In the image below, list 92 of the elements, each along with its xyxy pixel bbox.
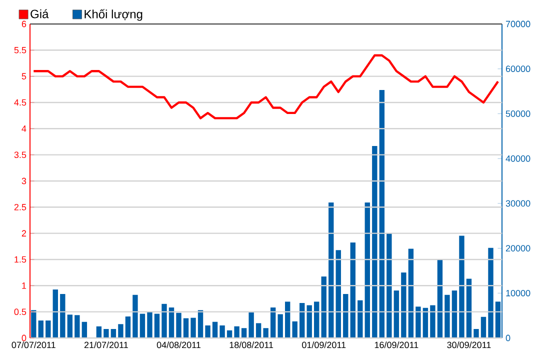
bar xyxy=(140,314,146,338)
bar xyxy=(205,325,210,338)
y-tick-label: 5 xyxy=(22,73,26,80)
y-tick-label: 6 xyxy=(22,20,26,28)
x-tick-label: 30/09/2011 xyxy=(447,342,491,348)
x-tick-label: 01/09/2011 xyxy=(302,342,346,348)
bar xyxy=(328,202,334,338)
bar xyxy=(147,312,152,338)
y-tick-label: 4 xyxy=(22,126,26,132)
bar xyxy=(67,314,73,338)
bar xyxy=(452,290,458,338)
bar xyxy=(248,312,254,338)
bar xyxy=(314,302,320,338)
y2-tick-label: 70000 xyxy=(506,20,530,28)
bar xyxy=(321,276,326,338)
bar xyxy=(336,250,341,338)
legend-label: Khối lượng xyxy=(84,9,142,21)
bar xyxy=(38,320,44,338)
bar xyxy=(306,305,312,338)
bar xyxy=(118,324,124,338)
bar xyxy=(183,318,189,338)
y2-tick-label: 30000 xyxy=(506,200,530,207)
bar xyxy=(364,202,370,338)
bar xyxy=(430,305,436,338)
x-tick-label: 21/07/2011 xyxy=(84,342,128,348)
bar xyxy=(31,310,36,338)
bar xyxy=(263,328,268,338)
y2-tick-label: 10000 xyxy=(506,290,530,296)
bar xyxy=(466,278,472,338)
x-tick-label: 16/09/2011 xyxy=(374,342,418,348)
bar xyxy=(480,316,486,338)
y2-tick-label: 50000 xyxy=(506,110,530,117)
bar xyxy=(96,326,102,338)
bar xyxy=(358,300,363,338)
bar xyxy=(190,318,196,338)
bar xyxy=(241,328,247,338)
bar xyxy=(74,315,80,338)
y2-tick-label: 0 xyxy=(506,334,510,342)
bar xyxy=(176,312,182,338)
y-tick-label: 2.5 xyxy=(14,204,26,210)
bar xyxy=(416,306,421,338)
bar xyxy=(278,314,283,338)
y-tick-label: 2 xyxy=(22,230,26,236)
bar xyxy=(372,146,378,338)
bar xyxy=(386,233,392,338)
bar xyxy=(459,236,464,338)
bar xyxy=(379,90,385,338)
y-tick-label: 1 xyxy=(22,282,26,289)
bar xyxy=(292,321,298,338)
bar xyxy=(132,294,138,338)
bar xyxy=(60,294,66,338)
bar xyxy=(350,242,356,338)
y2-tick-label: 40000 xyxy=(506,155,530,162)
bar xyxy=(300,303,305,338)
bar xyxy=(198,310,204,338)
y-tick-label: 0.5 xyxy=(14,308,26,316)
x-tick-label: 07/07/2011 xyxy=(12,342,56,348)
bar xyxy=(343,294,348,338)
bar xyxy=(256,323,262,338)
y-tick-label: 0 xyxy=(22,334,26,342)
bar xyxy=(125,316,131,338)
x-tick-label: 18/08/2011 xyxy=(230,342,274,348)
y-tick-label: 1.5 xyxy=(14,256,26,263)
bar xyxy=(422,308,428,338)
bar xyxy=(234,326,240,338)
bar xyxy=(444,294,450,338)
x-tick-label: 04/08/2011 xyxy=(156,342,200,348)
bar xyxy=(154,314,160,338)
y-tick-label: 5.5 xyxy=(14,47,26,54)
bar xyxy=(212,322,218,338)
bar xyxy=(168,307,174,338)
bar xyxy=(110,329,116,338)
y2-tick-label: 20000 xyxy=(506,245,530,252)
bar xyxy=(52,290,58,338)
bar xyxy=(220,325,225,338)
bar xyxy=(488,248,494,338)
bar xyxy=(401,272,406,338)
bar xyxy=(104,329,109,338)
bar xyxy=(46,320,51,338)
bar xyxy=(270,307,276,338)
bar xyxy=(284,302,290,338)
y-tick-label: 3 xyxy=(22,178,26,184)
bar xyxy=(82,322,88,338)
y-tick-label: 3.5 xyxy=(14,152,26,158)
bar xyxy=(162,304,167,338)
y2-tick-label: 60000 xyxy=(506,66,530,72)
bar xyxy=(474,329,479,338)
bar xyxy=(394,290,400,338)
bar xyxy=(408,248,414,338)
bar xyxy=(437,260,443,338)
y-tick-label: 4.5 xyxy=(14,99,26,106)
legend-label: Giá xyxy=(30,9,49,18)
